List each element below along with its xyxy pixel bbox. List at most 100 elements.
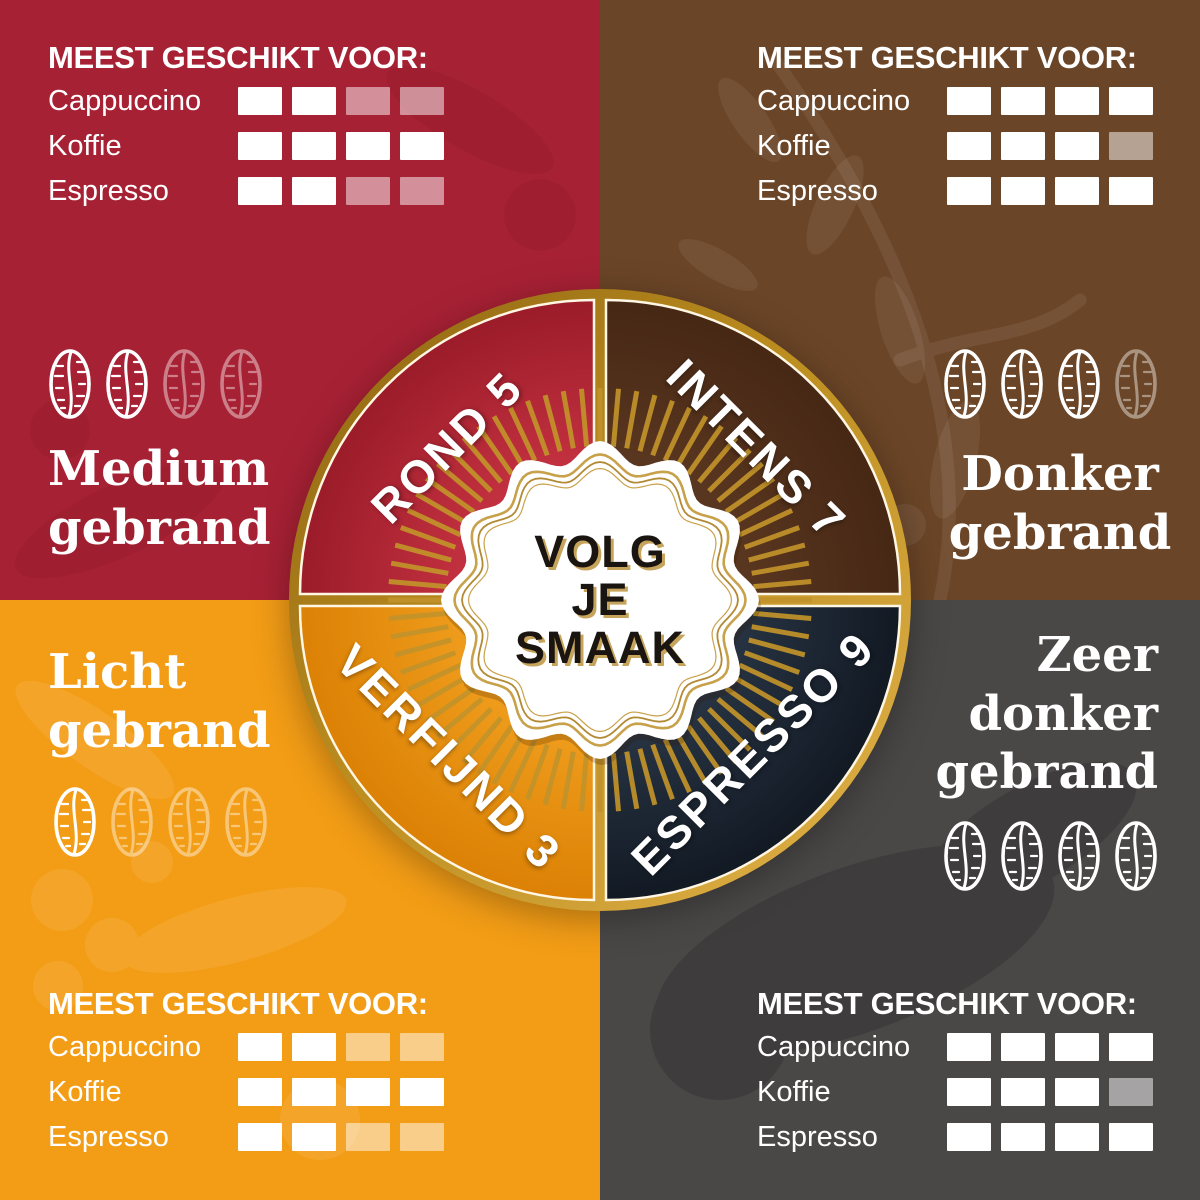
rating-squares: [238, 87, 444, 115]
coffee-bean-icon: [1000, 820, 1044, 892]
roast-level-beans: [48, 348, 263, 420]
rating-squares: [947, 1078, 1153, 1106]
rating-square: [346, 1123, 390, 1151]
drink-label: Koffie: [757, 1076, 831, 1108]
taste-wheel: [289, 289, 911, 911]
rating-square: [346, 87, 390, 115]
rating-square: [238, 132, 282, 160]
quadrant-title: Medium gebrand: [48, 440, 271, 557]
drink-label: Koffie: [757, 130, 831, 162]
rating-square: [238, 1033, 282, 1061]
rating-square: [1001, 1078, 1045, 1106]
coffee-bean-icon: [167, 786, 211, 858]
drink-label: Espresso: [757, 175, 878, 207]
rating-square: [292, 87, 336, 115]
drink-label: Espresso: [48, 1121, 169, 1153]
suitability-row: Espresso: [757, 175, 1153, 207]
coffee-bean-icon: [110, 786, 154, 858]
suitability-row: Koffie: [757, 1076, 1153, 1108]
rating-square: [400, 132, 444, 160]
rating-square: [1109, 1123, 1153, 1151]
rating-square: [292, 177, 336, 205]
coffee-bean-icon: [48, 348, 92, 420]
coffee-bean-icon: [1114, 348, 1158, 420]
rating-square: [947, 1033, 991, 1061]
rating-square: [292, 132, 336, 160]
rating-square: [1055, 1123, 1099, 1151]
rating-squares: [947, 177, 1153, 205]
rating-square: [947, 1123, 991, 1151]
suitability-row: Espresso: [48, 1121, 444, 1153]
drink-label: Koffie: [48, 1076, 122, 1108]
rating-squares: [238, 132, 444, 160]
coffee-bean-icon: [1057, 820, 1101, 892]
coffee-bean-icon: [943, 348, 987, 420]
suitability-row: Koffie: [757, 130, 1153, 162]
rating-square: [1109, 177, 1153, 205]
rating-squares: [238, 1033, 444, 1061]
rating-squares: [238, 1078, 444, 1106]
suitability-rows: Cappuccino Koffie Espresso: [48, 1033, 444, 1153]
suitability-rows: Cappuccino Koffie Espresso: [48, 85, 444, 206]
quadrant-title-line: donker: [968, 685, 1158, 742]
badge-line: JE: [571, 573, 629, 625]
rating-square: [947, 177, 991, 205]
suitability-row: Espresso: [757, 1121, 1153, 1153]
rating-square: [292, 1078, 336, 1106]
rating-square: [947, 1078, 991, 1106]
suitability-rows: Cappuccino Koffie Espresso: [757, 87, 1153, 207]
roast-level-beans: [53, 786, 268, 858]
rating-square: [238, 177, 282, 205]
drink-label: Espresso: [757, 1121, 878, 1153]
coffee-bean-icon: [105, 348, 149, 420]
coffee-bean-icon: [162, 348, 206, 420]
suitability-rows: Cappuccino Koffie Espresso: [757, 1033, 1153, 1153]
badge-line: VOLG: [534, 525, 666, 577]
rating-squares: [238, 177, 444, 205]
quadrant-title-line: Medium: [48, 441, 270, 497]
rating-square: [1055, 87, 1099, 115]
coffee-bean-icon: [53, 786, 97, 858]
rating-squares: [947, 1123, 1153, 1151]
rating-square: [1055, 1033, 1099, 1061]
center-badge: [388, 388, 812, 812]
rating-square: [292, 1033, 336, 1061]
rating-square: [947, 87, 991, 115]
suitability-panel: MEEST GESCHIKT VOOR: Cappuccino Koffie Esp…: [757, 988, 1153, 1168]
roast-level-beans: [943, 820, 1158, 892]
suitability-panel: MEEST GESCHIKT VOOR: Cappuccino Koffie Esp…: [757, 42, 1153, 222]
quadrant-title-line: gebrand: [935, 744, 1158, 801]
coffee-bean-icon: [1114, 820, 1158, 892]
quadrant-title-line: Donker: [961, 446, 1159, 502]
roast-level-beans: [943, 348, 1158, 420]
quadrant-title: Licht gebrand: [48, 643, 271, 760]
rating-square: [1001, 177, 1045, 205]
drink-label: Cappuccino: [48, 85, 202, 117]
rating-square: [947, 132, 991, 160]
coffee-bean-icon: [224, 786, 268, 858]
rating-squares: [947, 87, 1153, 115]
suitability-panel: MEEST GESCHIKT VOOR: Cappuccino Koffie Esp…: [48, 988, 444, 1168]
rating-square: [400, 1078, 444, 1106]
quadrant-title: Zeer donker gebrand: [935, 626, 1158, 802]
quadrant-title-line: Zeer: [1036, 627, 1158, 683]
quadrant-title-line: Licht: [48, 644, 187, 700]
rating-square: [1001, 87, 1045, 115]
coffee-bean-icon: [219, 348, 263, 420]
rating-square: [346, 132, 390, 160]
rating-square: [1001, 132, 1045, 160]
rating-square: [238, 1078, 282, 1106]
rating-squares: [947, 132, 1153, 160]
rating-square: [1001, 1033, 1045, 1061]
center-badge-text: VOLG JE SMAAK: [450, 508, 750, 692]
rating-squares: [947, 1033, 1153, 1061]
rating-square: [1001, 1123, 1045, 1151]
suitability-row: Espresso: [48, 177, 444, 206]
rating-square: [400, 1033, 444, 1061]
suitability-heading: MEEST GESCHIKT VOOR:: [757, 986, 1137, 1021]
rating-square: [400, 177, 444, 205]
rating-square: [1109, 87, 1153, 115]
rating-square: [400, 1123, 444, 1151]
badge-line: SMAAK: [515, 622, 685, 674]
